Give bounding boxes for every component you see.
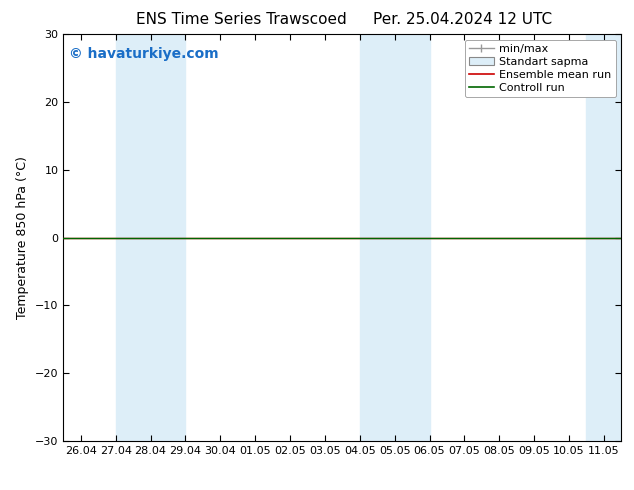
Text: ENS Time Series Trawscoed: ENS Time Series Trawscoed: [136, 12, 346, 27]
Text: © havaturkiye.com: © havaturkiye.com: [69, 47, 219, 60]
Bar: [359, 34, 429, 441]
Legend: min/max, Standart sapma, Ensemble mean run, Controll run: min/max, Standart sapma, Ensemble mean r…: [465, 40, 616, 97]
Y-axis label: Temperature 850 hPa (°C): Temperature 850 hPa (°C): [16, 156, 30, 319]
Bar: [586, 34, 621, 441]
Text: Per. 25.04.2024 12 UTC: Per. 25.04.2024 12 UTC: [373, 12, 552, 27]
Bar: [116, 34, 185, 441]
